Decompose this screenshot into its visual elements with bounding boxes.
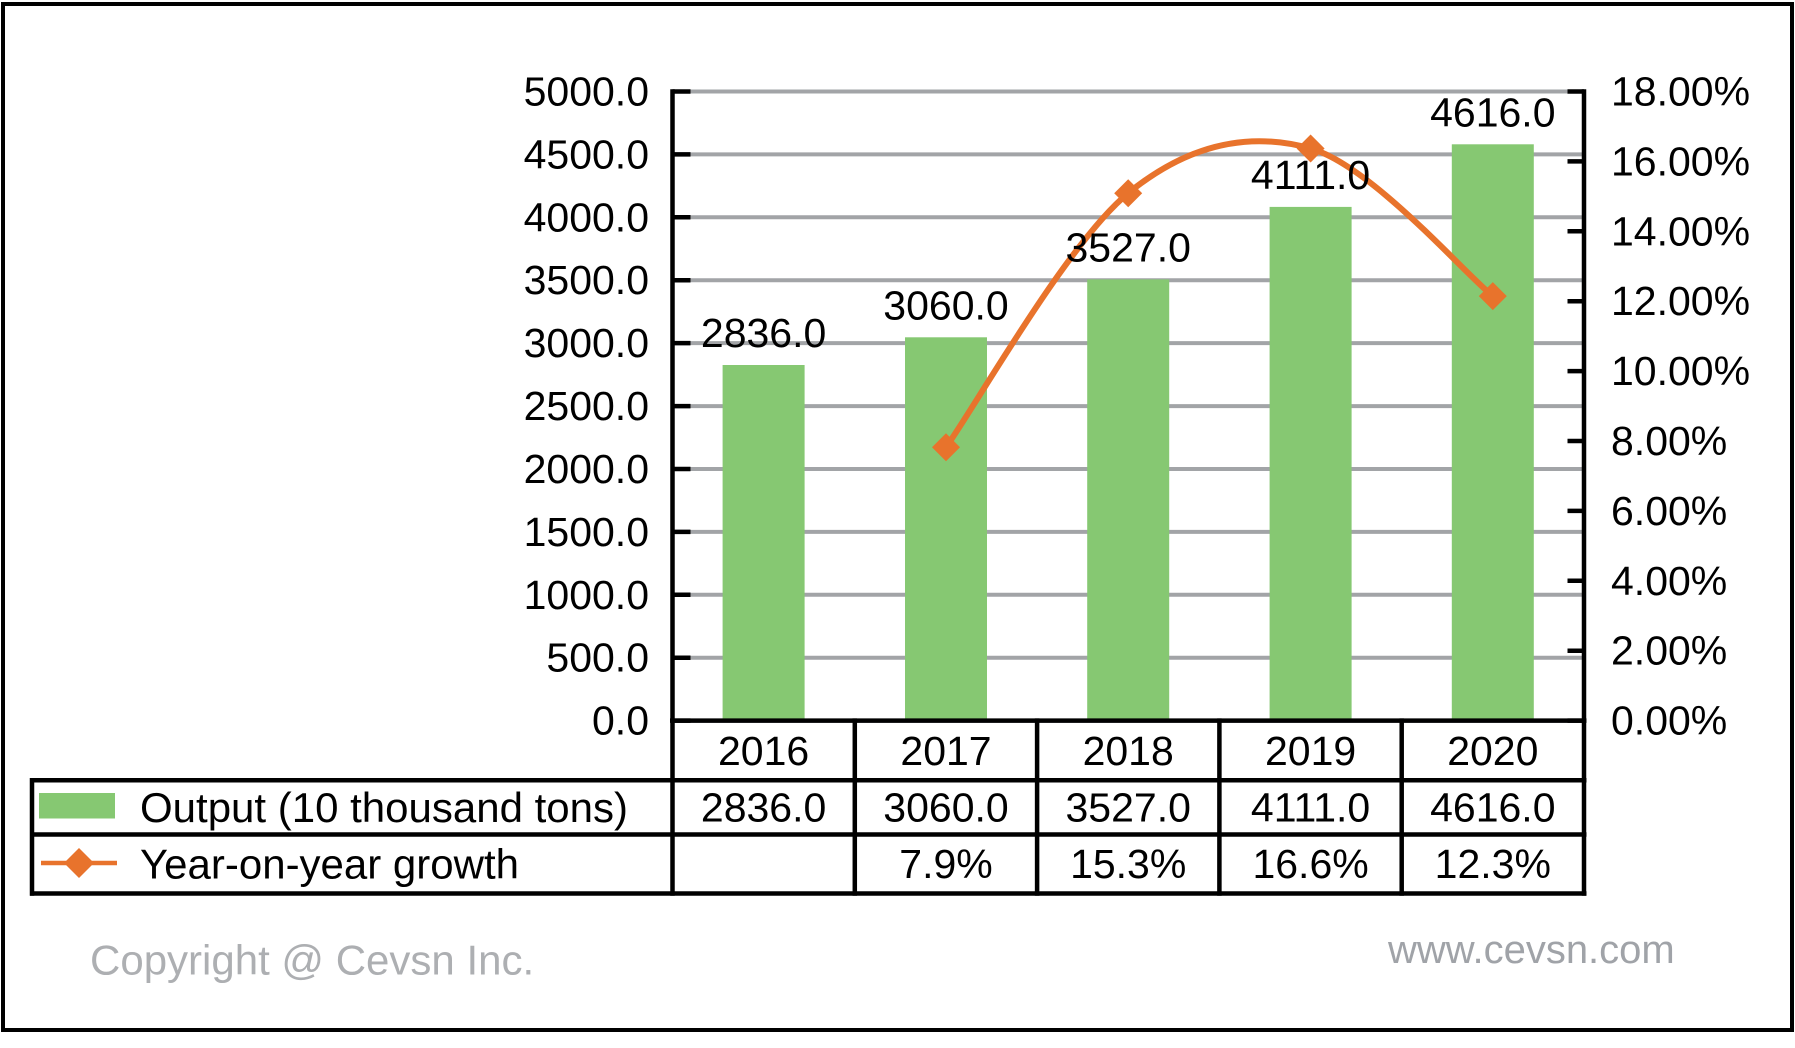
svg-text:1500.0: 1500.0 <box>524 509 649 555</box>
svg-text:www.cevsn.com: www.cevsn.com <box>1387 928 1675 972</box>
svg-text:15.3%: 15.3% <box>1070 841 1186 887</box>
svg-text:1000.0: 1000.0 <box>524 572 649 618</box>
svg-text:5000.0: 5000.0 <box>524 69 649 115</box>
svg-text:10.00%: 10.00% <box>1611 348 1750 394</box>
svg-text:3000.0: 3000.0 <box>524 320 649 366</box>
svg-text:0.00%: 0.00% <box>1611 698 1727 744</box>
svg-text:2836.0: 2836.0 <box>701 785 826 831</box>
svg-text:12.00%: 12.00% <box>1611 278 1750 324</box>
svg-text:16.00%: 16.00% <box>1611 138 1750 184</box>
svg-text:8.00%: 8.00% <box>1611 418 1727 464</box>
svg-text:0.0: 0.0 <box>592 698 649 744</box>
svg-text:3060.0: 3060.0 <box>883 785 1008 831</box>
svg-text:2016: 2016 <box>718 728 809 774</box>
svg-text:Output (10 thousand tons): Output (10 thousand tons) <box>140 784 628 831</box>
svg-text:4500.0: 4500.0 <box>524 131 649 177</box>
svg-text:3527.0: 3527.0 <box>1065 785 1190 831</box>
svg-text:2836.0: 2836.0 <box>701 310 826 356</box>
svg-text:4.00%: 4.00% <box>1611 558 1727 604</box>
svg-text:500.0: 500.0 <box>546 635 649 681</box>
svg-text:4616.0: 4616.0 <box>1430 89 1555 135</box>
svg-text:14.00%: 14.00% <box>1611 208 1750 254</box>
svg-text:4111.0: 4111.0 <box>1251 785 1370 831</box>
svg-text:3500.0: 3500.0 <box>524 257 649 303</box>
svg-text:7.9%: 7.9% <box>899 841 992 887</box>
svg-text:2.00%: 2.00% <box>1611 628 1727 674</box>
svg-text:2018: 2018 <box>1083 728 1174 774</box>
svg-text:16.6%: 16.6% <box>1252 841 1368 887</box>
svg-text:6.00%: 6.00% <box>1611 488 1727 534</box>
svg-text:Year-on-year growth: Year-on-year growth <box>140 841 519 888</box>
svg-text:12.3%: 12.3% <box>1435 841 1551 887</box>
svg-text:2019: 2019 <box>1265 728 1356 774</box>
svg-text:4111.0: 4111.0 <box>1251 152 1370 198</box>
svg-text:3527.0: 3527.0 <box>1065 224 1190 270</box>
svg-text:2017: 2017 <box>900 728 991 774</box>
svg-text:4616.0: 4616.0 <box>1430 785 1555 831</box>
svg-text:2000.0: 2000.0 <box>524 446 649 492</box>
svg-text:Copyright @ Cevsn Inc.: Copyright @ Cevsn Inc. <box>90 937 534 984</box>
svg-text:4000.0: 4000.0 <box>524 194 649 240</box>
svg-text:18.00%: 18.00% <box>1611 69 1750 115</box>
svg-text:3060.0: 3060.0 <box>883 282 1008 328</box>
svg-text:2020: 2020 <box>1447 728 1538 774</box>
svg-text:2500.0: 2500.0 <box>524 383 649 429</box>
